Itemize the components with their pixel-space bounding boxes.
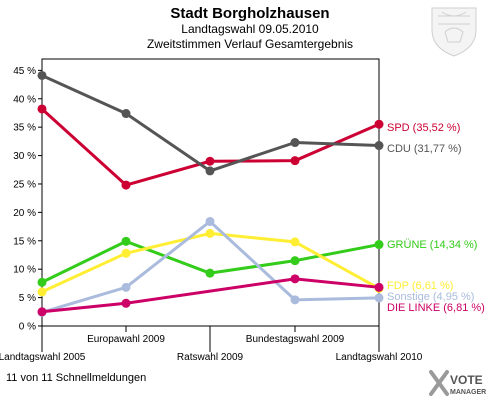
x-mark-icon (429, 370, 449, 396)
x-tick-label: Europawahl 2009 (87, 334, 165, 345)
series-points (37, 70, 384, 317)
data-point-sonstige (374, 293, 384, 303)
data-point-spd (205, 156, 215, 166)
data-point-gr-ne (37, 277, 47, 287)
legend-label-cdu: CDU (31,77 %) (387, 143, 462, 155)
legend: SPD (35,52 %) CDU (31,77 %) GRÜNE (14,34 %… (387, 122, 485, 314)
x-tick-label: Landtagswahl 2005 (0, 352, 86, 363)
data-point-gr-ne (205, 268, 215, 278)
y-tick-label: 35 % (13, 123, 36, 134)
data-point-spd (374, 119, 384, 129)
brand-line-1: VOTE (450, 373, 483, 387)
legend-label-spd: SPD (35,52 %) (387, 122, 460, 134)
y-tick-label: 45 % (13, 66, 36, 77)
y-tick-label: 5 % (19, 293, 36, 304)
data-point-sonstige (290, 295, 300, 305)
y-tick-label: 10 % (13, 265, 36, 276)
data-point-fdp (37, 287, 47, 297)
data-point-die-linke (37, 307, 47, 317)
data-point-spd (121, 180, 131, 190)
data-point-fdp (121, 248, 131, 258)
data-point-die-linke (374, 282, 384, 292)
y-tick-label: 30 % (13, 151, 36, 162)
x-tick-label: Bundestagswahl 2009 (246, 334, 345, 345)
brand-line-2: MANAGER (450, 389, 486, 396)
data-point-cdu (121, 109, 131, 119)
chart-subtitle-1: Landtagswahl 09.05.2010 (181, 22, 319, 36)
x-tick-label: Landtagswahl 2010 (336, 352, 423, 363)
data-point-fdp (290, 237, 300, 247)
legend-label-fdp: FDP (6,61 %) (387, 280, 453, 292)
data-point-gr-ne (121, 236, 131, 246)
data-point-sonstige (205, 216, 215, 226)
data-point-die-linke (121, 298, 131, 308)
y-axis: 0 % 5 % 10 % 15 % 20 % 25 % 30 % 35 % 40 % 45 % (13, 66, 42, 333)
data-point-cdu (37, 70, 47, 80)
data-point-gr-ne (290, 256, 300, 266)
coat-of-arms-icon (431, 7, 477, 57)
y-tick-label: 15 % (13, 236, 36, 247)
legend-label-sonstige: Sonstige (4,95 %) (387, 291, 474, 303)
data-point-die-linke (290, 274, 300, 284)
x-tick-label: Ratswahl 2009 (177, 352, 244, 363)
vote-manager-logo: VOTE MANAGER (429, 370, 486, 396)
data-point-spd (290, 156, 300, 166)
data-point-cdu (374, 141, 384, 151)
legend-label-gr-ne: GRÜNE (14,34 %) (387, 239, 477, 251)
series-line-die-linke (41, 277, 380, 314)
legend-label-die-linke: DIE LINKE (6,81 %) (387, 302, 485, 314)
chart-subtitle-2: Zweitstimmen Verlauf Gesamtergebnis (147, 37, 353, 51)
data-point-fdp (205, 228, 215, 238)
data-point-cdu (290, 138, 300, 148)
data-point-sonstige (121, 282, 131, 292)
y-tick-label: 20 % (13, 208, 36, 219)
footer-note: 11 von 11 Schnellmeldungen (6, 372, 146, 384)
data-point-cdu (205, 166, 215, 176)
y-tick-label: 0 % (19, 322, 36, 333)
y-tick-label: 40 % (13, 94, 36, 105)
data-point-spd (37, 104, 47, 114)
data-point-gr-ne (374, 240, 384, 250)
y-tick-label: 25 % (13, 179, 36, 190)
chart-title: Stadt Borgholzhausen (170, 5, 329, 22)
